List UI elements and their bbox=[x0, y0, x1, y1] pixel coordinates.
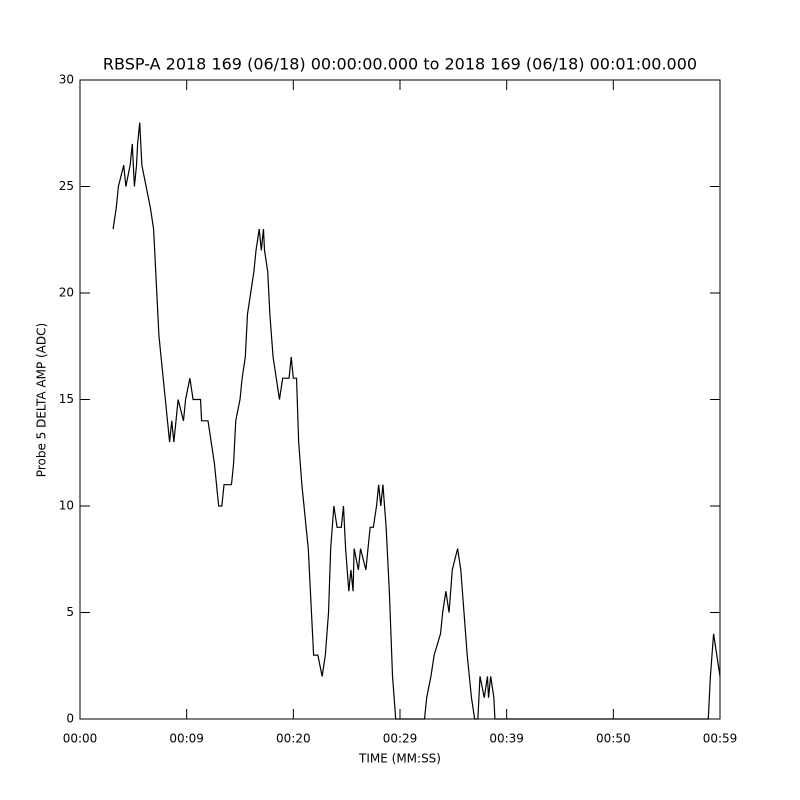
x-tick-label: 00:09 bbox=[169, 732, 204, 746]
x-axis-title: TIME (MM:SS) bbox=[358, 752, 441, 766]
x-tick-label: 00:00 bbox=[63, 732, 98, 746]
x-tick-label: 00:50 bbox=[596, 732, 631, 746]
y-axis-title: Probe 5 DELTA AMP (ADC) bbox=[35, 323, 49, 477]
y-tick-label: 10 bbox=[59, 499, 74, 513]
x-tick-label: 00:59 bbox=[703, 732, 738, 746]
x-tick-label: 00:29 bbox=[383, 732, 418, 746]
x-tick-label: 00:39 bbox=[489, 732, 524, 746]
y-tick-label: 25 bbox=[59, 179, 74, 193]
data-line bbox=[112, 122, 721, 720]
y-tick-label: 0 bbox=[66, 712, 74, 726]
y-tick-label: 30 bbox=[59, 73, 74, 87]
y-tick-label: 15 bbox=[59, 392, 74, 406]
chart-title: RBSP-A 2018 169 (06/18) 00:00:00.000 to … bbox=[103, 55, 697, 74]
y-tick-label: 5 bbox=[66, 605, 74, 619]
y-tick-label: 20 bbox=[59, 286, 74, 300]
x-tick-label: 00:20 bbox=[276, 732, 311, 746]
